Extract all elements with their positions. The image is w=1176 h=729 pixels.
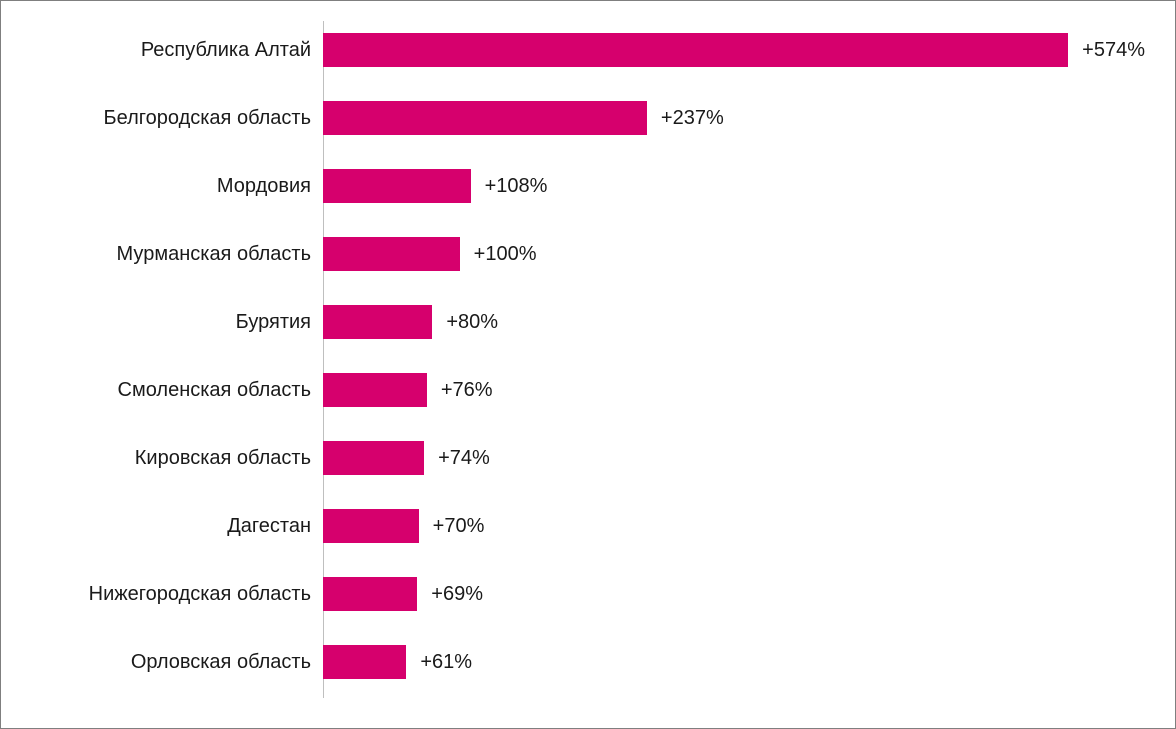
bar	[323, 101, 647, 135]
category-label: Мурманская область	[11, 243, 323, 266]
value-label: +69%	[417, 583, 483, 606]
value-label: +108%	[471, 175, 548, 198]
bar	[323, 509, 419, 543]
bar-row: Бурятия+80%	[323, 305, 1145, 339]
bar	[323, 373, 427, 407]
bar-row: Нижегородская область+69%	[323, 577, 1145, 611]
value-label: +76%	[427, 379, 493, 402]
category-label: Орловская область	[11, 651, 323, 674]
plot-area: Республика Алтай+574%Белгородская област…	[11, 21, 1145, 698]
category-label: Смоленская область	[11, 379, 323, 402]
value-label: +574%	[1068, 39, 1145, 62]
value-label: +237%	[647, 107, 724, 130]
category-label: Нижегородская область	[11, 583, 323, 606]
chart-frame: Республика Алтай+574%Белгородская област…	[0, 0, 1176, 729]
bar-row: Орловская область+61%	[323, 645, 1145, 679]
category-label: Дагестан	[11, 515, 323, 538]
bar-row: Кировская область+74%	[323, 441, 1145, 475]
bar-row: Республика Алтай+574%	[323, 33, 1145, 67]
category-label: Мордовия	[11, 175, 323, 198]
bars-container: Республика Алтай+574% Белгородская област…	[323, 21, 1145, 698]
bar	[323, 577, 417, 611]
bar	[323, 169, 471, 203]
value-label: +80%	[432, 311, 498, 334]
category-label: Республика Алтай	[11, 39, 323, 62]
bar	[323, 645, 406, 679]
category-label: Бурятия	[11, 311, 323, 334]
bar-row: Дагестан+70%	[323, 509, 1145, 543]
bar-row: Мурманская область+100%	[323, 237, 1145, 271]
category-label: Кировская область	[11, 447, 323, 470]
bar-row: Мордовия+108%	[323, 169, 1145, 203]
bar	[323, 237, 460, 271]
bar	[323, 33, 1068, 67]
bar	[323, 305, 432, 339]
bar-row: Белгородская область+237%	[323, 101, 1145, 135]
bar-row: Смоленская область+76%	[323, 373, 1145, 407]
value-label: +100%	[460, 243, 537, 266]
value-label: +70%	[419, 515, 485, 538]
bar	[323, 441, 424, 475]
value-label: +61%	[406, 651, 472, 674]
value-label: +74%	[424, 447, 490, 470]
category-label: Белгородская область	[11, 107, 323, 130]
